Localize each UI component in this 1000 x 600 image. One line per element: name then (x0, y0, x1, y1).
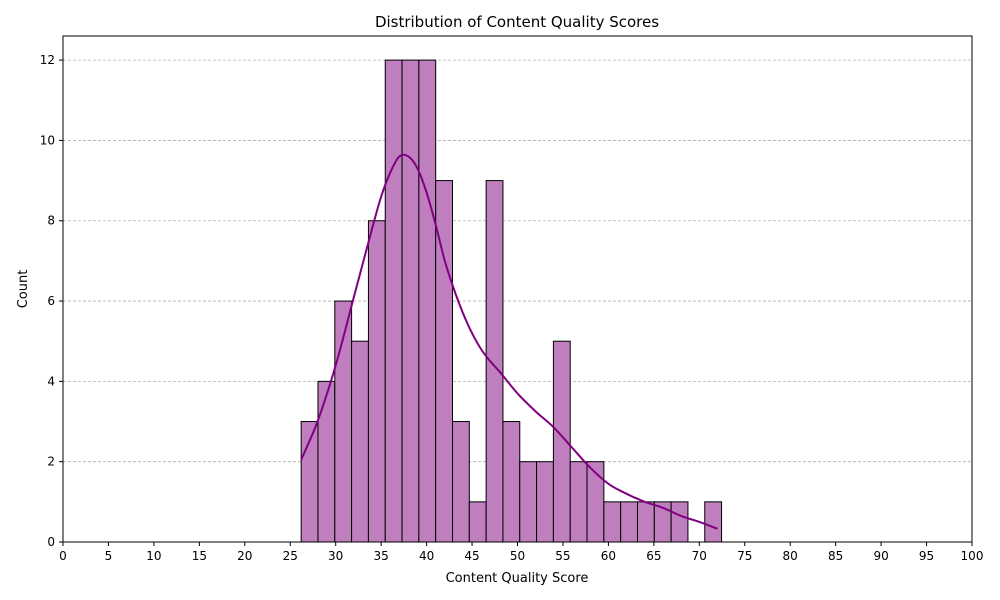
y-axis-ticks: 0 2 4 6 8 10 12 (40, 53, 63, 549)
histogram-bar (351, 340, 369, 543)
x-tick-label: 35 (374, 549, 389, 563)
histogram-bar (569, 461, 588, 543)
x-tick-label: 80 (783, 549, 798, 563)
x-tick-label: 45 (464, 549, 479, 563)
x-tick-label: 15 (192, 549, 207, 563)
histogram-bar (418, 59, 437, 543)
histogram-bar (536, 461, 554, 543)
x-axis-label: Content Quality Score (446, 571, 589, 586)
histogram-bar (704, 501, 723, 543)
histogram-bar (670, 501, 689, 543)
x-tick-label: 10 (146, 549, 161, 563)
y-tick-label: 0 (47, 535, 55, 549)
x-tick-label: 100 (961, 549, 984, 563)
x-tick-label: 75 (737, 549, 752, 563)
histogram-bar (384, 59, 403, 543)
x-tick-label: 60 (601, 549, 616, 563)
histogram-bar (485, 180, 504, 543)
x-tick-label: 95 (919, 549, 934, 563)
histogram-bar (603, 501, 622, 543)
histogram-bar (452, 421, 470, 543)
x-tick-label: 55 (555, 549, 570, 563)
x-tick-label: 30 (328, 549, 343, 563)
y-tick-label: 4 (47, 374, 55, 388)
histogram-bar (401, 59, 420, 543)
histogram-bar (620, 501, 638, 543)
histogram-bar (519, 461, 538, 543)
x-tick-label: 50 (510, 549, 525, 563)
x-tick-label: 65 (646, 549, 661, 563)
x-tick-label: 5 (105, 549, 113, 563)
histogram-bar (468, 501, 487, 543)
x-tick-label: 40 (419, 549, 434, 563)
histogram-bar (636, 501, 655, 543)
x-tick-label: 20 (237, 549, 252, 563)
y-tick-label: 8 (47, 214, 55, 228)
histogram-bar (502, 421, 521, 543)
y-tick-label: 6 (47, 294, 55, 308)
x-tick-label: 70 (692, 549, 707, 563)
y-tick-label: 2 (47, 455, 55, 469)
x-tick-label: 25 (283, 549, 298, 563)
x-axis-ticks: 0 5 10 15 20 25 30 35 40 45 50 55 60 65 70 75 80 85 90 95 10… (59, 542, 983, 563)
chart-title: Distribution of Content Quality Scores (375, 13, 659, 31)
histogram-bar (317, 380, 336, 543)
x-tick-label: 90 (873, 549, 888, 563)
y-gridlines (63, 59, 972, 463)
x-tick-label: 0 (59, 549, 67, 563)
y-tick-label: 12 (40, 53, 55, 67)
y-tick-label: 10 (40, 133, 55, 147)
x-tick-label: 85 (828, 549, 843, 563)
kde-curve (300, 153, 718, 530)
y-axis-label: Count (16, 270, 31, 309)
histogram-bar (367, 220, 386, 543)
